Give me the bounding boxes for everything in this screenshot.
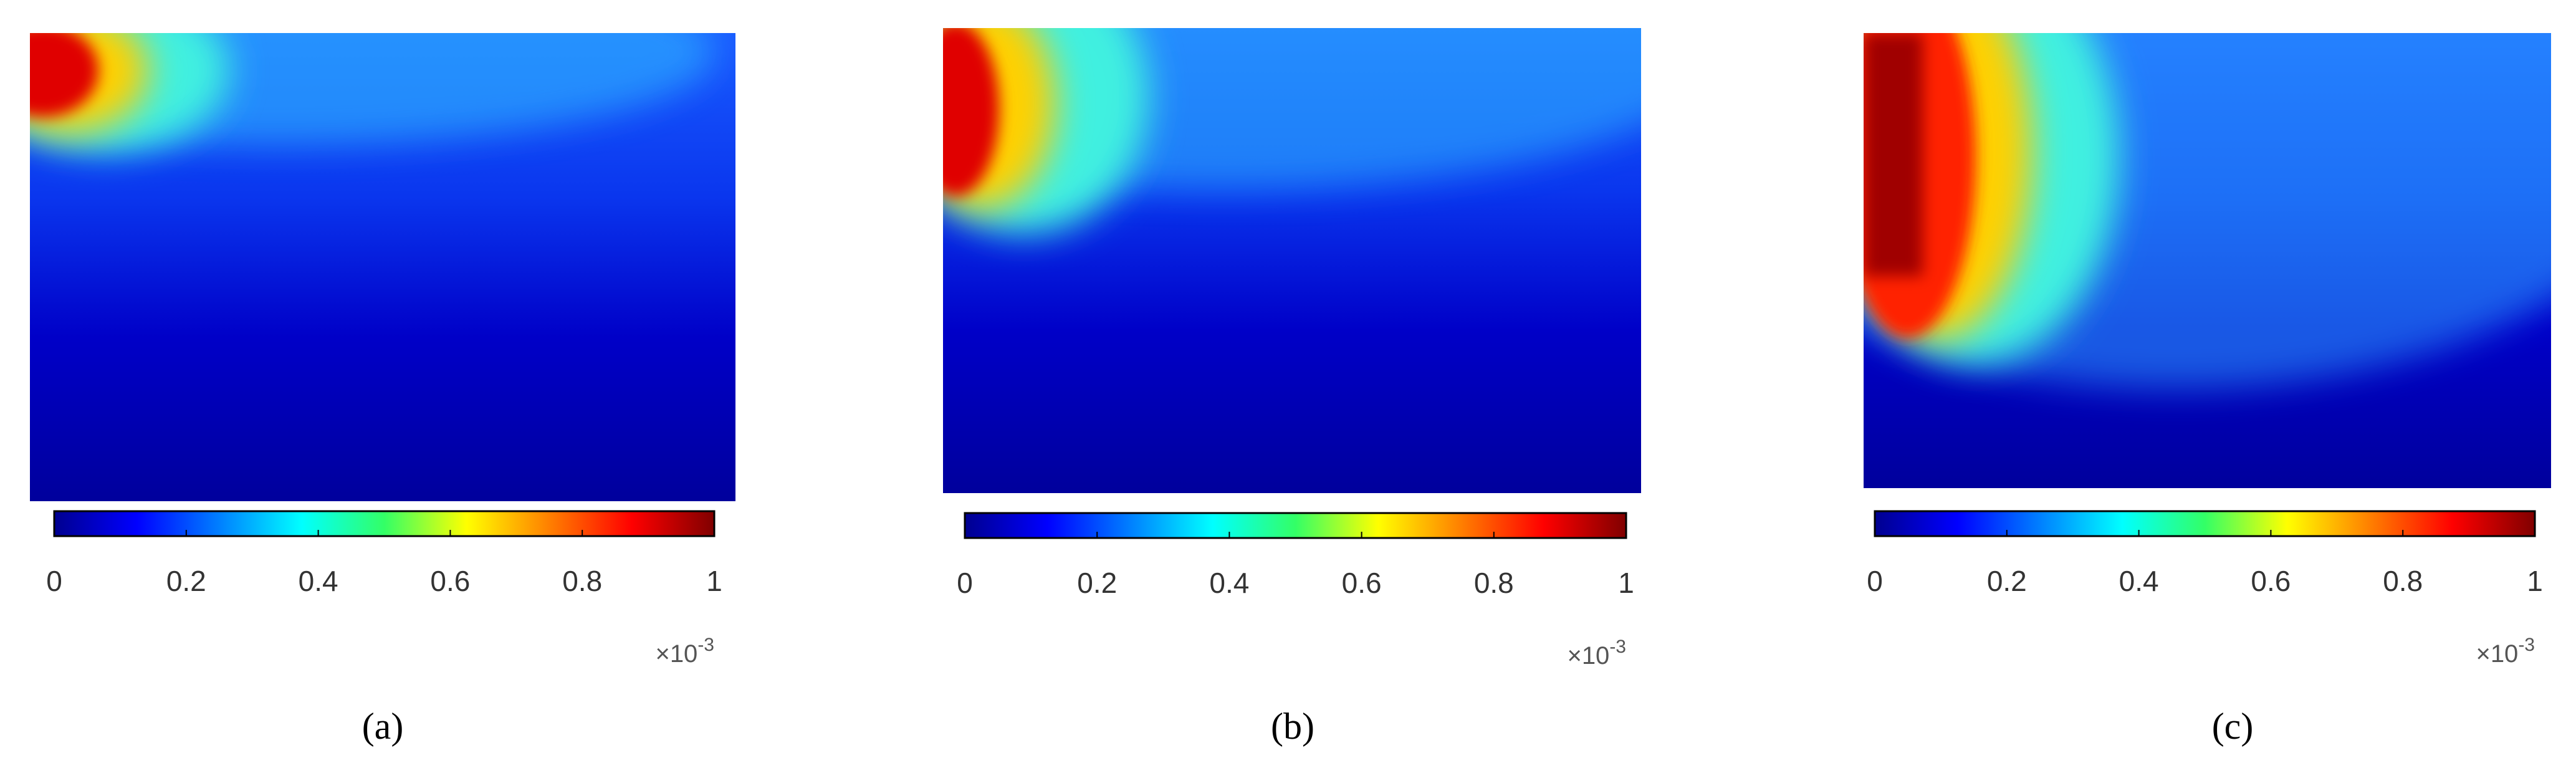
- colorbar-tick-label: 1: [706, 565, 722, 597]
- colorbar-tick-label: 0.6: [2251, 565, 2291, 597]
- colorbar-tick-label: 0.4: [2119, 565, 2159, 597]
- colorbar-multiplier: ×10-3: [655, 635, 714, 668]
- heatmap-field: [30, 33, 716, 151]
- colorbar-tick-label: 0.2: [166, 565, 206, 597]
- panel-label: (b): [1271, 706, 1314, 747]
- panel: 0 0.2 0.4 0.6 0.8 1 ×10-3 (c): [1864, 33, 2551, 747]
- colorbar-multiplier: ×10-3: [2476, 635, 2535, 668]
- colorbar-tick-label: 0.4: [1209, 567, 1249, 599]
- heatmap-field: [943, 28, 1641, 234]
- multiplier-base: ×10: [1567, 642, 1609, 670]
- panel-label: (a): [362, 706, 404, 747]
- colorbar-tick-label: 0.6: [1342, 567, 1382, 599]
- colorbar-tick-label: 0: [957, 567, 973, 599]
- multiplier-exponent: -3: [1609, 636, 1626, 657]
- colorbar-tick-label: 0.8: [562, 565, 602, 597]
- colorbar-tick-label: 0: [46, 565, 62, 597]
- colorbar-multiplier: ×10-3: [1567, 636, 1626, 670]
- hot-region: [30, 33, 98, 117]
- multiplier-base: ×10: [655, 640, 697, 668]
- hot-region: [943, 28, 999, 196]
- colorbar-tick-label: 0.2: [1987, 565, 2027, 597]
- colorbar: [964, 512, 1627, 539]
- colorbar-tick-label: 0.2: [1077, 567, 1117, 599]
- panel: 0 0.2 0.4 0.6 0.8 1 ×10-3 (a): [30, 33, 735, 747]
- colorbar-tick-label: 1: [2527, 565, 2543, 597]
- colorbar: [53, 510, 716, 537]
- colorbar-tick-label: 0.4: [299, 565, 338, 597]
- colorbar: [1874, 510, 2536, 537]
- multiplier-exponent: -3: [2518, 635, 2535, 655]
- hot-region: [1864, 33, 2551, 388]
- heatmap: [1864, 33, 2551, 488]
- colorbar-tick-label: 0.6: [430, 565, 470, 597]
- colorbar-tick-label: 0.8: [2383, 565, 2423, 597]
- heatmap-field: [1864, 33, 2551, 388]
- heatmap: [30, 33, 735, 501]
- multiplier-exponent: -3: [697, 635, 714, 655]
- hot-core: [1864, 33, 1923, 276]
- panel-label: (c): [2212, 706, 2254, 747]
- colorbar-tick-label: 0: [1867, 565, 1883, 597]
- multiplier-base: ×10: [2476, 640, 2518, 668]
- heatmap: [943, 28, 1641, 493]
- colorbar-tick-label: 1: [1618, 567, 1634, 599]
- panel: 0 0.2 0.4 0.6 0.8 1 ×10-3 (b): [943, 28, 1641, 747]
- colorbar-tick-label: 0.8: [1474, 567, 1514, 599]
